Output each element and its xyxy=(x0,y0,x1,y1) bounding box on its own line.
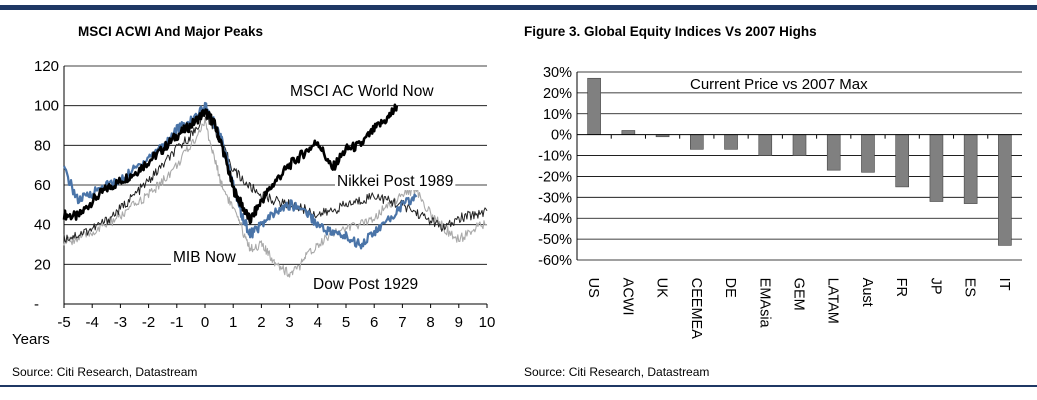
bar-es xyxy=(963,134,978,204)
right-chart-title: Figure 3. Global Equity Indices Vs 2007 … xyxy=(524,24,817,39)
bar-fr xyxy=(895,134,909,188)
x-tick-label: 4 xyxy=(314,314,322,331)
x-tick-label-acwi: ACWI xyxy=(619,278,635,316)
y-tick-label: -40% xyxy=(538,211,572,227)
x-tick-label-us: US xyxy=(585,278,601,298)
annotation-background xyxy=(311,274,421,293)
y-tick-label: -60% xyxy=(538,253,572,269)
annotation-background xyxy=(335,171,456,190)
x-tick-label: 7 xyxy=(398,314,406,331)
x-tick-label-de: DE xyxy=(722,278,738,298)
series-line-dow-post-1929 xyxy=(63,117,488,278)
x-tick-label-it: IT xyxy=(996,278,1012,291)
x-tick-label-emasia: EMAsia xyxy=(756,278,772,329)
x-tick-label: 8 xyxy=(426,314,434,331)
x-tick-label: 2 xyxy=(257,314,265,331)
bar-it xyxy=(998,134,1012,246)
y-tick-label: -30% xyxy=(538,190,572,206)
x-tick-label: -4 xyxy=(86,314,99,331)
annotation-mib-now: MIB Now xyxy=(173,249,237,266)
x-tick-label: -2 xyxy=(142,314,155,331)
y-tick-label: - xyxy=(34,296,39,313)
x-tick-label: 5 xyxy=(342,314,350,331)
annotation-nikkei-post-1989: Nikkei Post 1989 xyxy=(337,173,453,190)
bottom-rule xyxy=(0,385,1037,387)
bar-us xyxy=(587,77,601,135)
legend-label: Current Price vs 2007 Max xyxy=(690,76,868,93)
y-tick-label: 40 xyxy=(34,217,51,234)
bar-emasia xyxy=(758,134,773,156)
bar-ceemea xyxy=(690,134,704,150)
x-tick-label: 10 xyxy=(479,314,496,331)
series-line-msci-ac-world-now xyxy=(62,103,399,225)
y-tick-label: 80 xyxy=(34,137,51,154)
right-chart-source: Source: Citi Research, Datastream xyxy=(524,365,710,379)
y-tick-label: 0% xyxy=(551,128,572,144)
x-tick-label-es: ES xyxy=(962,278,978,297)
x-tick-label: 6 xyxy=(370,314,378,331)
left-chart-source: Source: Citi Research, Datastream xyxy=(12,365,198,379)
annotation-background xyxy=(171,247,238,266)
y-tick-label: 120 xyxy=(34,58,59,75)
x-tick-label-fr: FR xyxy=(893,278,909,297)
y-tick-label: 60 xyxy=(34,177,51,194)
x-tick-label: -5 xyxy=(57,314,70,331)
bar-jp xyxy=(929,134,944,202)
y-tick-label: 100 xyxy=(34,98,59,115)
x-tick-label-latam: LATAM xyxy=(825,278,841,324)
bar-gem xyxy=(792,134,807,156)
bar-aust xyxy=(861,134,875,173)
bar-latam xyxy=(826,134,841,171)
x-tick-label: 1 xyxy=(229,314,237,331)
y-tick-label: 20% xyxy=(543,86,572,102)
annotation-background xyxy=(288,81,436,100)
bar-de xyxy=(724,134,738,150)
legend-background xyxy=(688,74,870,92)
left-chart-title: MSCI ACWI And Major Peaks xyxy=(78,24,264,39)
annotation-msci-ac-world-now: MSCI AC World Now xyxy=(290,83,434,100)
x-tick-label-gem: GEM xyxy=(791,278,807,311)
y-tick-label: -10% xyxy=(538,149,572,165)
y-tick-label: 10% xyxy=(543,107,572,123)
top-rule xyxy=(0,5,1037,10)
series-line-nikkei-post-1989 xyxy=(63,112,488,243)
x-tick-label: 3 xyxy=(285,314,293,331)
x-axis-label: Years xyxy=(12,331,50,348)
y-tick-label: -20% xyxy=(538,169,572,185)
bar-acwi xyxy=(621,130,636,135)
x-tick-label: -3 xyxy=(114,314,127,331)
x-tick-label-ceemea: CEEMEA xyxy=(688,278,704,340)
y-tick-label: 30% xyxy=(543,65,572,81)
x-tick-label: -1 xyxy=(170,314,183,331)
x-tick-label-jp: JP xyxy=(927,278,943,295)
x-tick-label: 0 xyxy=(201,314,209,331)
x-tick-label-aust: Aust xyxy=(859,278,875,307)
x-tick-label: 9 xyxy=(455,314,463,331)
x-tick-label-uk: UK xyxy=(654,278,670,298)
y-tick-label: 20 xyxy=(34,256,51,273)
y-tick-label: -50% xyxy=(538,232,572,248)
annotation-dow-post-1929: Dow Post 1929 xyxy=(313,276,418,293)
